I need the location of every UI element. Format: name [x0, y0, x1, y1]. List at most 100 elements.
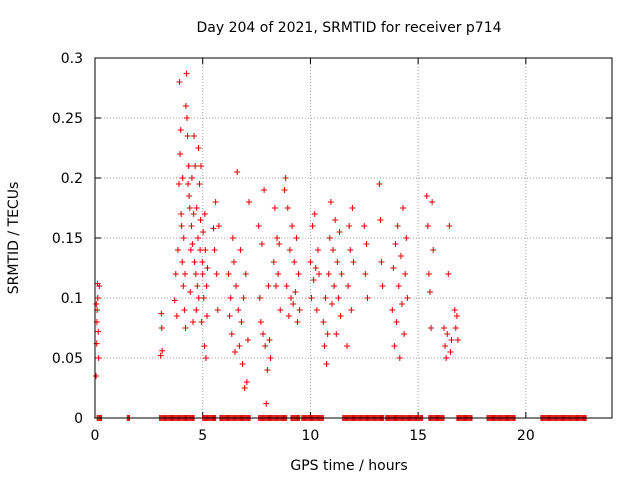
data-point	[325, 271, 332, 277]
data-point	[274, 235, 281, 241]
data-point	[425, 271, 432, 277]
data-point	[176, 79, 183, 85]
x-tick-label: 10	[302, 428, 320, 444]
data-point	[95, 328, 102, 335]
data-point	[264, 367, 271, 373]
data-point	[191, 133, 198, 139]
data-point	[337, 313, 344, 319]
data-point	[255, 223, 262, 229]
data-point	[229, 235, 236, 241]
data-point	[203, 283, 210, 289]
data-point	[445, 271, 452, 277]
data-point	[192, 163, 199, 169]
data-point	[240, 295, 247, 301]
data-point	[228, 331, 235, 337]
data-point	[391, 343, 398, 349]
y-tick-label: 0.1	[61, 291, 83, 307]
data-point	[232, 349, 239, 355]
data-point	[266, 337, 273, 343]
y-tick-label: 0	[74, 411, 83, 427]
data-point	[276, 241, 283, 247]
data-point	[261, 187, 268, 193]
data-point	[158, 310, 165, 317]
data-point	[183, 70, 190, 77]
data-point	[96, 283, 103, 289]
data-point	[290, 301, 297, 307]
data-point	[309, 223, 316, 229]
x-tick-label: 0	[91, 428, 100, 444]
data-point	[184, 133, 191, 139]
data-point	[195, 145, 202, 151]
data-point	[394, 223, 401, 229]
data-point	[237, 247, 244, 253]
data-point	[336, 229, 343, 235]
data-point	[93, 373, 100, 379]
chart-title: Day 204 of 2021, SRMTID for receiver p71…	[196, 20, 501, 36]
data-point	[270, 259, 277, 265]
data-point	[363, 241, 370, 247]
data-point	[390, 265, 397, 271]
data-point	[199, 271, 206, 277]
data-point	[322, 295, 329, 301]
data-point	[178, 211, 185, 217]
data-point	[376, 181, 383, 187]
data-point	[182, 103, 189, 109]
data-point	[215, 223, 222, 229]
data-point	[263, 400, 270, 407]
data-point	[288, 295, 295, 301]
data-point	[230, 259, 237, 265]
data-point	[194, 235, 201, 241]
data-point	[285, 313, 292, 319]
plot-frame	[94, 57, 613, 419]
data-point	[332, 217, 339, 223]
data-point	[176, 181, 183, 187]
data-point	[334, 259, 341, 265]
x-tick-label: 15	[409, 428, 427, 444]
data-point	[395, 283, 402, 289]
data-point	[442, 343, 449, 349]
data-point	[197, 217, 204, 223]
data-point	[194, 283, 201, 289]
data-point	[289, 223, 296, 229]
data-point	[242, 271, 249, 277]
data-point	[321, 343, 328, 349]
data-point	[291, 259, 298, 265]
data-point	[190, 319, 197, 325]
data-point	[312, 265, 319, 271]
data-point	[200, 295, 207, 301]
data-point	[294, 319, 301, 325]
data-point	[185, 163, 192, 169]
data-point	[292, 289, 299, 295]
data-point	[267, 355, 274, 361]
data-point	[333, 331, 340, 337]
data-point	[275, 271, 282, 277]
data-point	[389, 307, 396, 313]
data-point	[187, 289, 194, 295]
data-point	[177, 151, 184, 157]
data-point	[316, 271, 323, 277]
grid-lines	[95, 58, 612, 418]
data-point	[296, 307, 303, 313]
data-point	[397, 253, 404, 259]
data-point	[281, 187, 288, 193]
data-point	[180, 235, 187, 241]
data-point	[260, 331, 267, 337]
data-point	[159, 347, 166, 354]
data-point	[173, 313, 180, 319]
data-point	[379, 283, 386, 289]
data-point	[348, 307, 355, 313]
data-point	[191, 259, 198, 265]
data-point	[448, 337, 455, 343]
data-point	[188, 223, 195, 229]
data-point	[171, 297, 178, 304]
data-point	[428, 325, 435, 331]
data-point	[157, 352, 164, 359]
data-point	[447, 349, 454, 355]
data-point	[193, 307, 200, 313]
data-point	[400, 205, 407, 211]
data-point	[440, 325, 447, 331]
data-point	[225, 271, 232, 277]
x-axis-label: GPS time / hours	[290, 458, 407, 474]
data-point	[233, 283, 240, 289]
data-point	[346, 223, 353, 229]
